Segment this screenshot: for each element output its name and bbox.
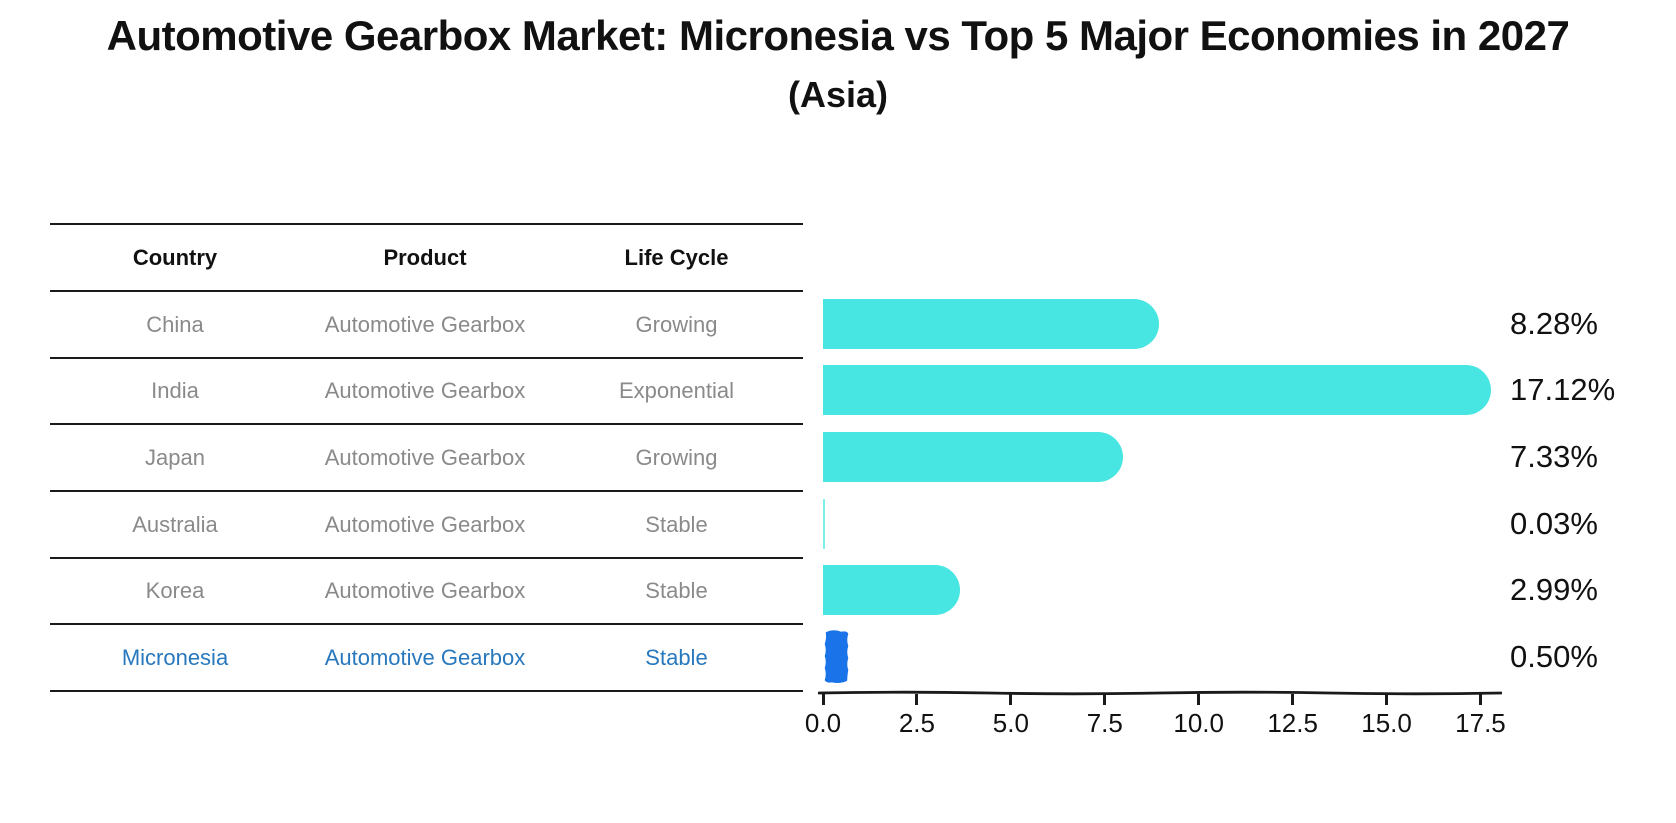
x-axis-tick-label: 7.5 [1086,708,1123,738]
x-axis-tickmark [1009,694,1013,705]
cell-life-cycle: Growing [635,444,718,470]
table-row-korea: Korea Automotive Gearbox Stable [50,559,803,625]
x-axis-tick-label: 10.0 [1173,708,1224,738]
table-row-micronesia: Micronesia Automotive Gearbox Stable [50,625,803,692]
column-header-life-cycle: Life Cycle [624,244,729,270]
x-axis-tickmark [915,694,919,705]
value-label-china: 8.28% [1510,305,1598,341]
bar-korea [823,565,961,615]
cell-country: Australia [132,511,218,537]
value-label-japan: 7.33% [1510,438,1598,474]
x-axis-tick-label: 12.5 [1267,708,1318,738]
cell-life-cycle: Stable [645,578,708,603]
cell-product: Automotive Gearbox [324,511,526,537]
column-header-country: Country [132,244,218,270]
table-row-australia: Australia Automotive Gearbox Stable [50,492,803,559]
cell-product: Automotive Gearbox [324,578,526,603]
x-axis-spine [818,690,1502,696]
bar-india [823,365,1492,415]
column-header-product: Product [383,244,467,270]
table-header-row: Country Product Life Cycle [50,225,803,292]
cell-life-cycle: Exponential [619,378,734,403]
value-label-australia: 0.03% [1510,505,1598,541]
bar-micronesia-highlighted [824,629,849,683]
x-axis-tickmark [1291,694,1295,705]
cell-country: Korea [145,578,205,603]
value-label-korea: 2.99% [1510,572,1598,607]
table-row-india: India Automotive Gearbox Exponential [50,359,803,425]
chart-title: Automotive Gearbox Market: Micronesia vs… [106,12,1570,59]
x-axis-tickmark [1478,694,1482,705]
cell-product: Automotive Gearbox [324,644,526,670]
bar-japan [823,431,1124,482]
x-axis-tick-label: 0.0 [804,708,842,738]
x-axis-tickmark [821,694,825,705]
cell-country: India [151,378,199,403]
bar-china [823,298,1160,349]
cell-product: Automotive Gearbox [324,311,526,337]
cell-life-cycle: Growing [635,311,718,337]
x-axis-tick-label: 5.0 [992,708,1029,738]
cell-life-cycle: Stable [645,511,708,537]
cell-product: Automotive Gearbox [324,444,526,470]
x-axis-tick-label: 15.0 [1361,708,1412,738]
cell-country: Japan [145,444,205,470]
value-label-india: 17.12% [1510,372,1616,407]
x-axis-tickmark [1385,694,1389,705]
x-axis-tickmark [1197,694,1201,705]
x-axis-tick-label: 17.5 [1455,708,1506,738]
x-axis-tick-label: 2.5 [898,708,935,738]
value-label-micronesia: 0.50% [1510,638,1598,674]
cell-country: Micronesia [121,644,229,670]
x-axis-tickmark [1103,694,1107,705]
bar-australia [823,498,825,549]
cell-life-cycle: Stable [645,644,708,670]
country-table: Country Product Life Cycle China Automoti… [50,223,803,692]
cell-country: China [146,311,204,337]
chart-subtitle: (Asia) [787,74,889,115]
table-row-china: China Automotive Gearbox Growing [50,292,803,359]
table-row-japan: Japan Automotive Gearbox Growing [50,425,803,492]
cell-product: Automotive Gearbox [324,378,526,403]
